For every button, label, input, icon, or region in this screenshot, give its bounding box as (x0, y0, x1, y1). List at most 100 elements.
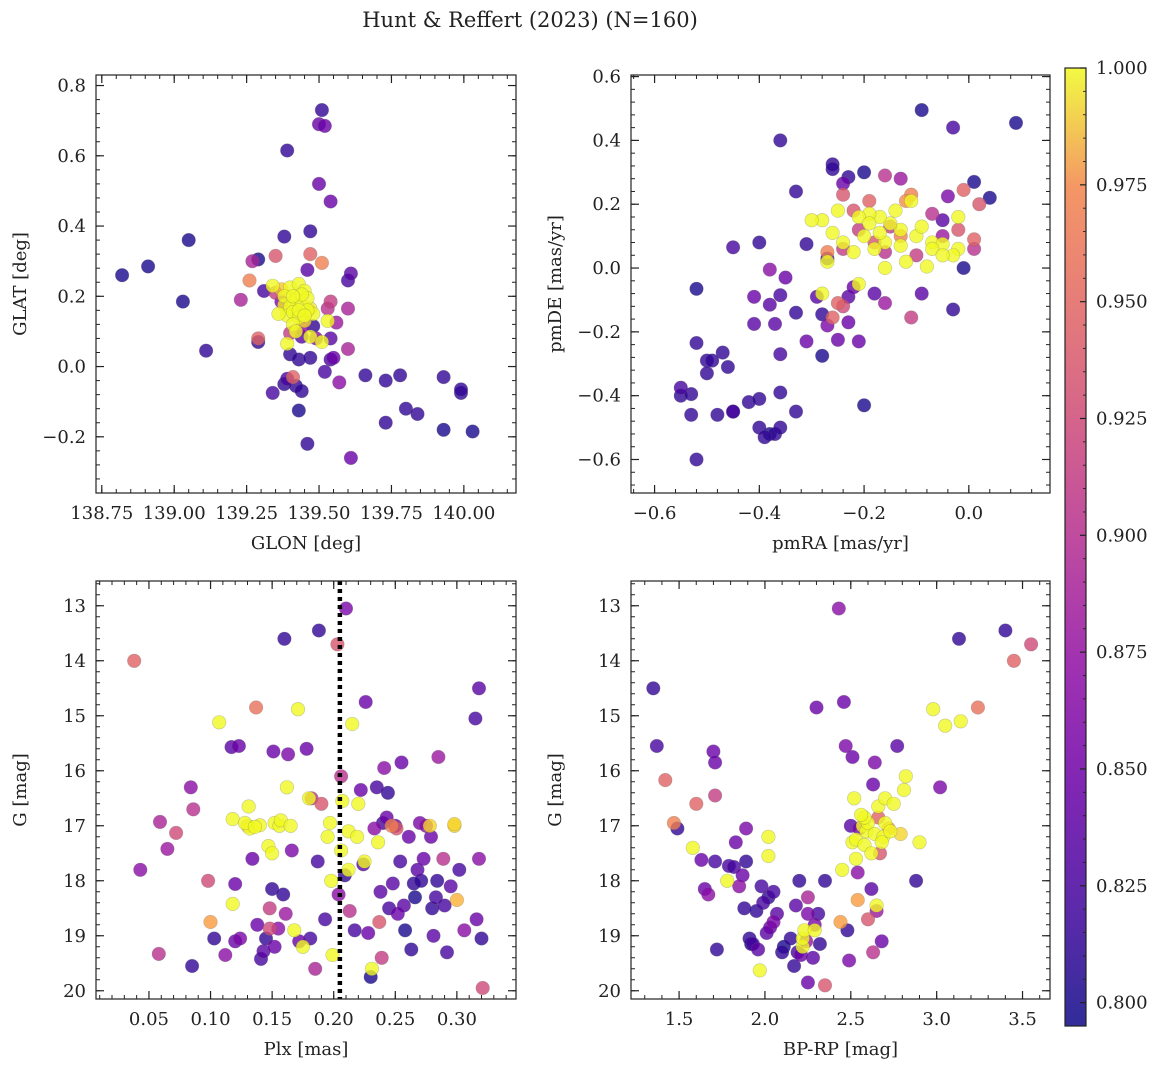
data-point (175, 294, 190, 309)
data-point (471, 851, 487, 866)
data-point (300, 436, 315, 451)
data-point (841, 315, 856, 330)
data-point (835, 187, 851, 202)
data-point (893, 171, 908, 186)
data-point (297, 308, 312, 323)
data-point (767, 316, 783, 332)
data-point (181, 233, 196, 248)
data-point (225, 896, 240, 912)
x-axis-label: pmRA [mas/yr] (772, 533, 909, 554)
colorbar: 0.800 0.825 0.850 0.875 0.900 0.925 0.950 0.975… (1064, 58, 1148, 1027)
data-point (851, 276, 866, 292)
data-point (325, 947, 340, 963)
data-point (152, 814, 168, 830)
data-point (407, 890, 423, 905)
data-point (649, 738, 664, 754)
data-point (805, 950, 821, 965)
colorbar-tick-label: 0.975 (1096, 175, 1148, 196)
data-point (367, 821, 382, 836)
data-point (314, 796, 329, 811)
plot-area (96, 581, 516, 999)
data-point (817, 873, 833, 888)
data-point (422, 818, 437, 833)
data-point (278, 906, 293, 921)
data-point (340, 301, 356, 316)
data-point (998, 623, 1013, 638)
data-point (283, 818, 298, 833)
data-point (752, 235, 767, 250)
data-point (320, 313, 335, 329)
data-point (914, 286, 929, 301)
data-point (926, 702, 941, 717)
data-point (893, 238, 908, 253)
y-tick-label: 0.2 (57, 286, 86, 307)
data-point (757, 430, 772, 445)
x-tick-label: −0.6 (633, 503, 677, 524)
data-point (314, 334, 330, 350)
data-point (707, 788, 723, 803)
data-point (726, 859, 742, 875)
y-tick-label: 19 (63, 926, 86, 947)
y-tick-label: 0.6 (57, 146, 86, 167)
data-point (308, 961, 323, 976)
data-point (385, 876, 400, 891)
data-point (233, 292, 248, 307)
data-point (1023, 637, 1039, 652)
colorbar-tick-label: 0.875 (1096, 642, 1148, 663)
data-point (762, 262, 777, 277)
data-point (746, 289, 762, 304)
data-point (151, 946, 166, 962)
data-point (766, 884, 781, 899)
data-point (792, 873, 807, 888)
data-point (845, 749, 860, 765)
data-point (877, 168, 893, 183)
data-point (862, 193, 877, 209)
data-point (953, 714, 968, 729)
y-tick-label: 18 (598, 871, 621, 892)
data-point (689, 335, 704, 351)
data-point (284, 843, 299, 858)
x-tick-label: 0.0 (954, 503, 983, 524)
data-point (294, 384, 309, 399)
data-point (265, 385, 280, 401)
data-point (475, 980, 490, 996)
data-point (185, 958, 200, 974)
data-point (800, 906, 816, 921)
data-point (877, 296, 893, 311)
scatter-points (114, 102, 480, 466)
data-point (347, 923, 362, 938)
data-point (251, 331, 266, 346)
data-point (912, 835, 927, 850)
data-point (303, 224, 318, 239)
panel-sky: 138.75 139.00 139.25 139.50 139.75 140.00 −0.2… (10, 74, 517, 554)
data-point (919, 259, 935, 274)
data-point (945, 120, 961, 135)
data-point (898, 254, 914, 269)
y-axis-label: pmDE [mas/yr] (545, 215, 566, 353)
data-point (199, 343, 214, 358)
panel-cmd_plx: 0.05 0.10 0.15 0.20 0.25 0.30 13 14 15 16 17 18 19 20… (10, 580, 517, 1060)
data-point (342, 903, 357, 919)
data-point (856, 165, 872, 180)
x-tick-label: 0.15 (252, 1009, 292, 1030)
y-tick-label: 18 (63, 871, 86, 892)
data-point (393, 854, 408, 869)
y-axis-label: G [mag] (545, 753, 566, 826)
data-point (966, 174, 982, 189)
data-point (752, 391, 767, 407)
data-point (114, 268, 130, 283)
data-point (773, 347, 788, 362)
y-tick-label: −0.2 (42, 427, 86, 448)
data-point (932, 780, 948, 795)
data-point (732, 879, 747, 894)
data-point (228, 876, 243, 892)
data-point (314, 102, 330, 118)
data-point (241, 799, 256, 814)
x-tick-label: 0.10 (191, 1009, 231, 1030)
data-point (850, 892, 865, 908)
data-point (886, 796, 901, 811)
data-point (317, 118, 332, 133)
data-point (728, 835, 743, 850)
data-point (867, 241, 882, 256)
y-tick-label: 0.0 (592, 258, 621, 279)
